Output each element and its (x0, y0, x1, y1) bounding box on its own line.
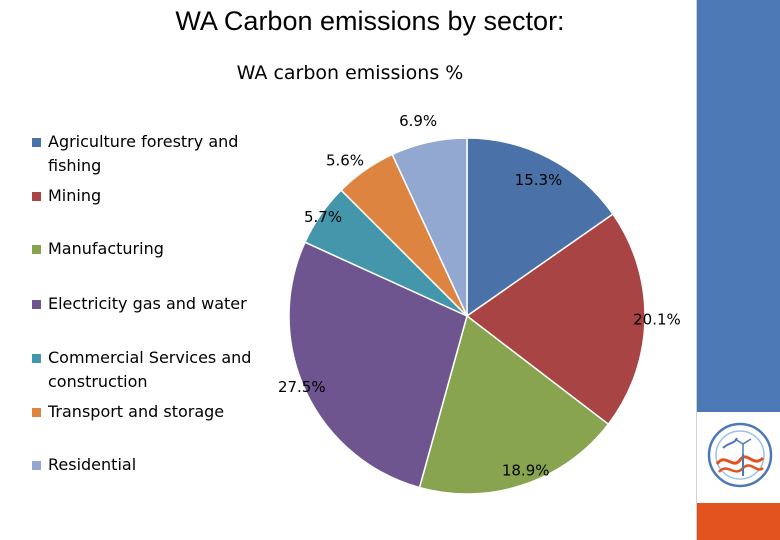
pie-slice-mining (465, 213, 646, 426)
legend-swatch-agriculture (32, 138, 41, 147)
legend-swatch-commercial (32, 354, 41, 363)
data-label-agriculture: 15.3% (515, 171, 563, 189)
legend-label-residential: Residential (48, 455, 137, 474)
legend-label-mining: Mining (48, 186, 102, 205)
data-label-transport: 5.6% (326, 151, 364, 169)
legend-swatch-transport (32, 408, 41, 417)
pie-slice-agriculture (466, 137, 614, 318)
data-label-residential: 6.9% (399, 112, 437, 130)
pie-slice-residential (391, 137, 468, 317)
data-label-mining: 20.1% (633, 310, 681, 328)
legend-label-manufacturing: Manufacturing (48, 239, 164, 258)
legend-label-agriculture: Agriculture forestry and fishing (48, 132, 239, 175)
legend-swatch-mining (32, 192, 41, 201)
data-label-manufacturing: 18.9% (502, 462, 550, 480)
pie-slice-manufacturing (418, 314, 610, 495)
chart-title: WA carbon emissions % (236, 62, 464, 84)
side-bar-orange-block (697, 503, 780, 540)
pie-slice-electricity (288, 241, 468, 489)
wind-wave-logo-icon (707, 422, 773, 488)
legend-label-electricity: Electricity gas and water (48, 294, 247, 313)
slide-title: WA Carbon emissions by sector: (175, 6, 565, 36)
legend-swatch-electricity (32, 300, 41, 309)
legend-label-commercial: Commercial Services and construction (48, 348, 252, 391)
chart-legend: Agriculture forestry and fishing Mining … (32, 130, 277, 480)
side-bar-blue-block (697, 0, 780, 412)
data-label-commercial: 5.7% (304, 208, 342, 226)
pie-slices (288, 137, 646, 495)
legend-swatch-residential (32, 461, 41, 470)
pie-data-labels: 15.3% 20.1% 18.9% 27.5% 5.7% 5.6% 6.9% (278, 112, 681, 480)
legend-swatch-manufacturing (32, 245, 41, 254)
data-label-electricity: 27.5% (278, 378, 326, 396)
legend-label-transport: Transport and storage (48, 402, 225, 421)
side-decoration-bar (696, 0, 780, 540)
